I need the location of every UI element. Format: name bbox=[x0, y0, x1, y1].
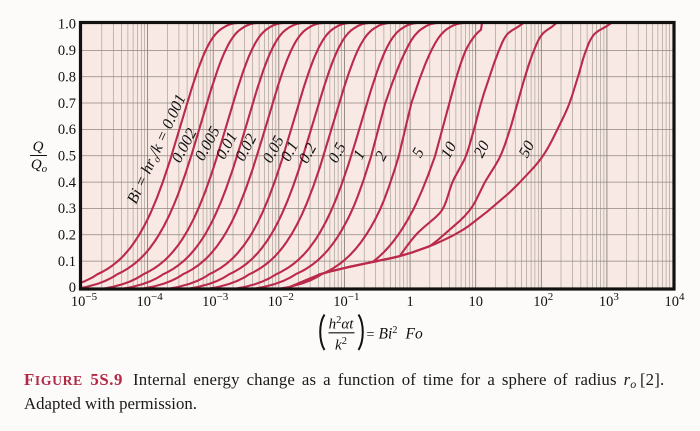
svg-text:1: 1 bbox=[406, 294, 413, 310]
svg-text:10: 10 bbox=[468, 294, 483, 310]
svg-text:0.9: 0.9 bbox=[58, 43, 76, 59]
svg-text:0.8: 0.8 bbox=[58, 69, 76, 85]
svg-text:0.3: 0.3 bbox=[58, 201, 76, 217]
svg-text:10: 10 bbox=[438, 139, 461, 161]
svg-text:Qo: Qo bbox=[31, 157, 48, 175]
svg-text:0.1: 0.1 bbox=[58, 254, 76, 270]
svg-text:102: 102 bbox=[533, 291, 553, 310]
svg-text:h2αt: h2αt bbox=[329, 315, 355, 333]
svg-text:104: 104 bbox=[665, 291, 686, 310]
svg-text:20: 20 bbox=[471, 138, 494, 160]
svg-text:0.4: 0.4 bbox=[58, 175, 77, 191]
svg-text:10−4: 10−4 bbox=[136, 291, 163, 310]
svg-text:0.5: 0.5 bbox=[58, 148, 76, 164]
svg-text:50: 50 bbox=[516, 138, 539, 160]
svg-text:103: 103 bbox=[599, 291, 620, 310]
svg-text:10−1: 10−1 bbox=[333, 291, 359, 310]
svg-text:10−5: 10−5 bbox=[71, 291, 98, 310]
svg-text:k2: k2 bbox=[335, 336, 347, 354]
svg-text:1.0: 1.0 bbox=[58, 17, 76, 33]
svg-text:0.6: 0.6 bbox=[58, 122, 76, 138]
svg-text:0.7: 0.7 bbox=[58, 96, 76, 112]
svg-text:10−3: 10−3 bbox=[202, 291, 229, 310]
svg-text:=: = bbox=[367, 328, 375, 343]
svg-text:Q: Q bbox=[33, 139, 44, 155]
svg-text:10−2: 10−2 bbox=[268, 291, 294, 310]
svg-text:0: 0 bbox=[69, 280, 76, 296]
svg-text:0.2: 0.2 bbox=[58, 228, 76, 244]
svg-text:Fo: Fo bbox=[405, 326, 423, 343]
svg-text:Bi2: Bi2 bbox=[379, 325, 398, 343]
